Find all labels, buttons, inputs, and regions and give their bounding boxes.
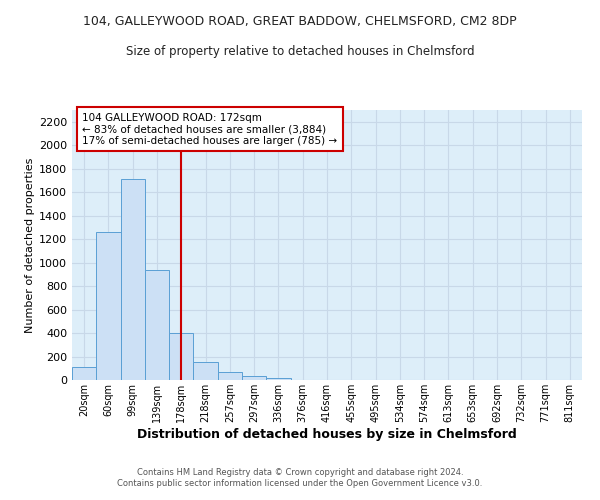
Text: Size of property relative to detached houses in Chelmsford: Size of property relative to detached ho… bbox=[125, 45, 475, 58]
Bar bbox=[193, 362, 218, 380]
Text: 104 GALLEYWOOD ROAD: 172sqm
← 83% of detached houses are smaller (3,884)
17% of : 104 GALLEYWOOD ROAD: 172sqm ← 83% of det… bbox=[82, 112, 337, 146]
Bar bbox=[218, 372, 242, 380]
Bar bbox=[242, 376, 266, 380]
Bar bbox=[72, 367, 96, 380]
X-axis label: Distribution of detached houses by size in Chelmsford: Distribution of detached houses by size … bbox=[137, 428, 517, 441]
Bar bbox=[266, 378, 290, 380]
Bar bbox=[96, 232, 121, 380]
Bar bbox=[145, 270, 169, 380]
Y-axis label: Number of detached properties: Number of detached properties bbox=[25, 158, 35, 332]
Bar bbox=[121, 180, 145, 380]
Bar bbox=[169, 333, 193, 380]
Text: 104, GALLEYWOOD ROAD, GREAT BADDOW, CHELMSFORD, CM2 8DP: 104, GALLEYWOOD ROAD, GREAT BADDOW, CHEL… bbox=[83, 15, 517, 28]
Text: Contains HM Land Registry data © Crown copyright and database right 2024.
Contai: Contains HM Land Registry data © Crown c… bbox=[118, 468, 482, 487]
